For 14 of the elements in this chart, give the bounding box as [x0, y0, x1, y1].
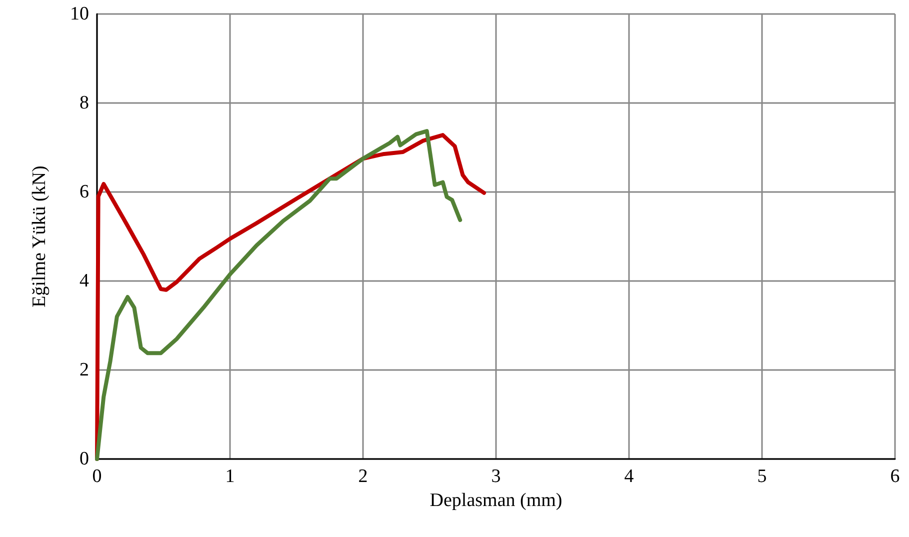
- x-tick-label: 3: [491, 466, 501, 487]
- y-tick-label: 4: [80, 270, 90, 292]
- x-tick-label: 4: [624, 466, 634, 487]
- y-tick-label: 10: [70, 4, 89, 24]
- x-tick-label: 5: [757, 466, 767, 487]
- y-tick-label: 2: [80, 360, 89, 380]
- y-tick-label: 0: [80, 448, 89, 470]
- y-tick-label: 8: [80, 92, 89, 114]
- x-tick-label: 2: [358, 466, 368, 487]
- x-tick-label: 6: [890, 466, 900, 487]
- y-tick-label: 6: [80, 182, 89, 202]
- x-tick-label: 1: [225, 466, 235, 487]
- y-axis-title: Eğilme Yükü (kN): [29, 166, 50, 308]
- x-axis-title: Deplasman (mm): [430, 490, 562, 511]
